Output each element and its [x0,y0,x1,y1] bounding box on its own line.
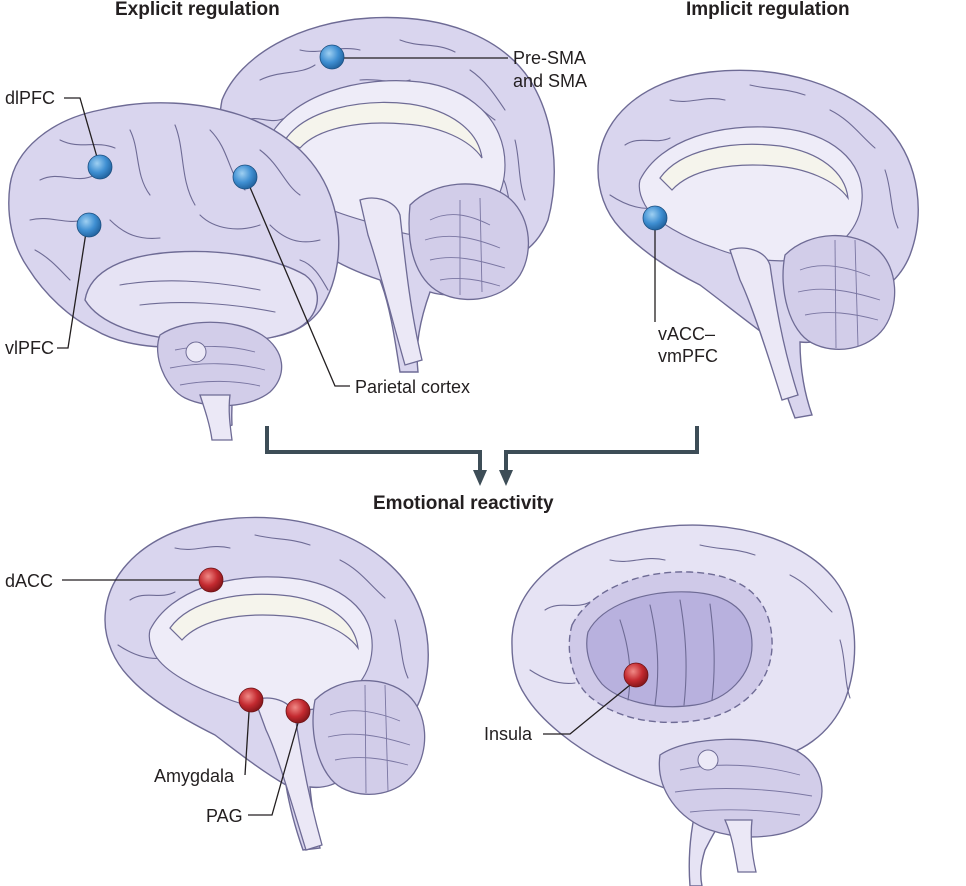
amygdala-marker[interactable] [238,687,264,713]
parietal-marker[interactable] [232,164,258,190]
pre-sma-marker-group: Pre-SMA and SMA [319,44,587,91]
cropped-text-column [956,0,966,886]
dlpfc-marker-group: dlPFC [5,88,113,180]
implicit-regulation-heading: Implicit regulation [686,0,850,20]
emotional-reactivity-heading: Emotional reactivity [373,493,554,514]
left-arrowhead [473,470,487,486]
pag-marker-group: PAG [206,698,311,826]
amygdala-leader [244,711,250,776]
dlpfc-marker[interactable] [87,154,113,180]
explicit-regulation-heading: Explicit regulation [115,0,280,20]
vlpfc-marker-group: vlPFC [5,212,102,358]
insula-leader [543,684,631,735]
insula-label: Insula [484,724,533,744]
right-arrowhead [499,470,513,486]
left-arrow [265,426,482,474]
dlpfc-leader [64,97,100,165]
convergence-arrows [265,426,699,486]
pre-sma-label-line1: Pre-SMA [513,48,586,68]
amygdala-marker-group: Amygdala [154,687,264,786]
pag-leader [248,722,299,816]
pag-label: PAG [206,806,243,826]
insula-marker-group: Insula [484,662,649,744]
pre-sma-marker[interactable] [319,44,345,70]
vacc-marker[interactable] [642,205,668,231]
vacc-label-line1: vACC– [658,324,715,344]
vlpfc-leader [57,225,88,349]
dacc-marker[interactable] [198,567,224,593]
amygdala-label: Amygdala [154,766,235,786]
dlpfc-label: dlPFC [5,88,55,108]
dacc-marker-group: dACC [5,567,224,593]
reactivity-medial-brain [104,516,429,851]
implicit-medial-brain [597,69,919,419]
explicit-lateral-brain [8,102,340,441]
parietal-marker-group: Parietal cortex [232,164,470,397]
vlpfc-label: vlPFC [5,338,54,358]
reactivity-insula-brain [511,524,856,886]
pre-sma-label-line2: and SMA [513,71,587,91]
vacc-label-line2: vmPFC [658,346,718,366]
insula-marker[interactable] [623,662,649,688]
pag-marker[interactable] [285,698,311,724]
parietal-leader [245,177,350,387]
vacc-marker-group: vACC– vmPFC [642,205,718,366]
vlpfc-marker[interactable] [76,212,102,238]
right-arrow [504,426,699,474]
parietal-label: Parietal cortex [355,377,470,397]
dacc-label: dACC [5,571,53,591]
